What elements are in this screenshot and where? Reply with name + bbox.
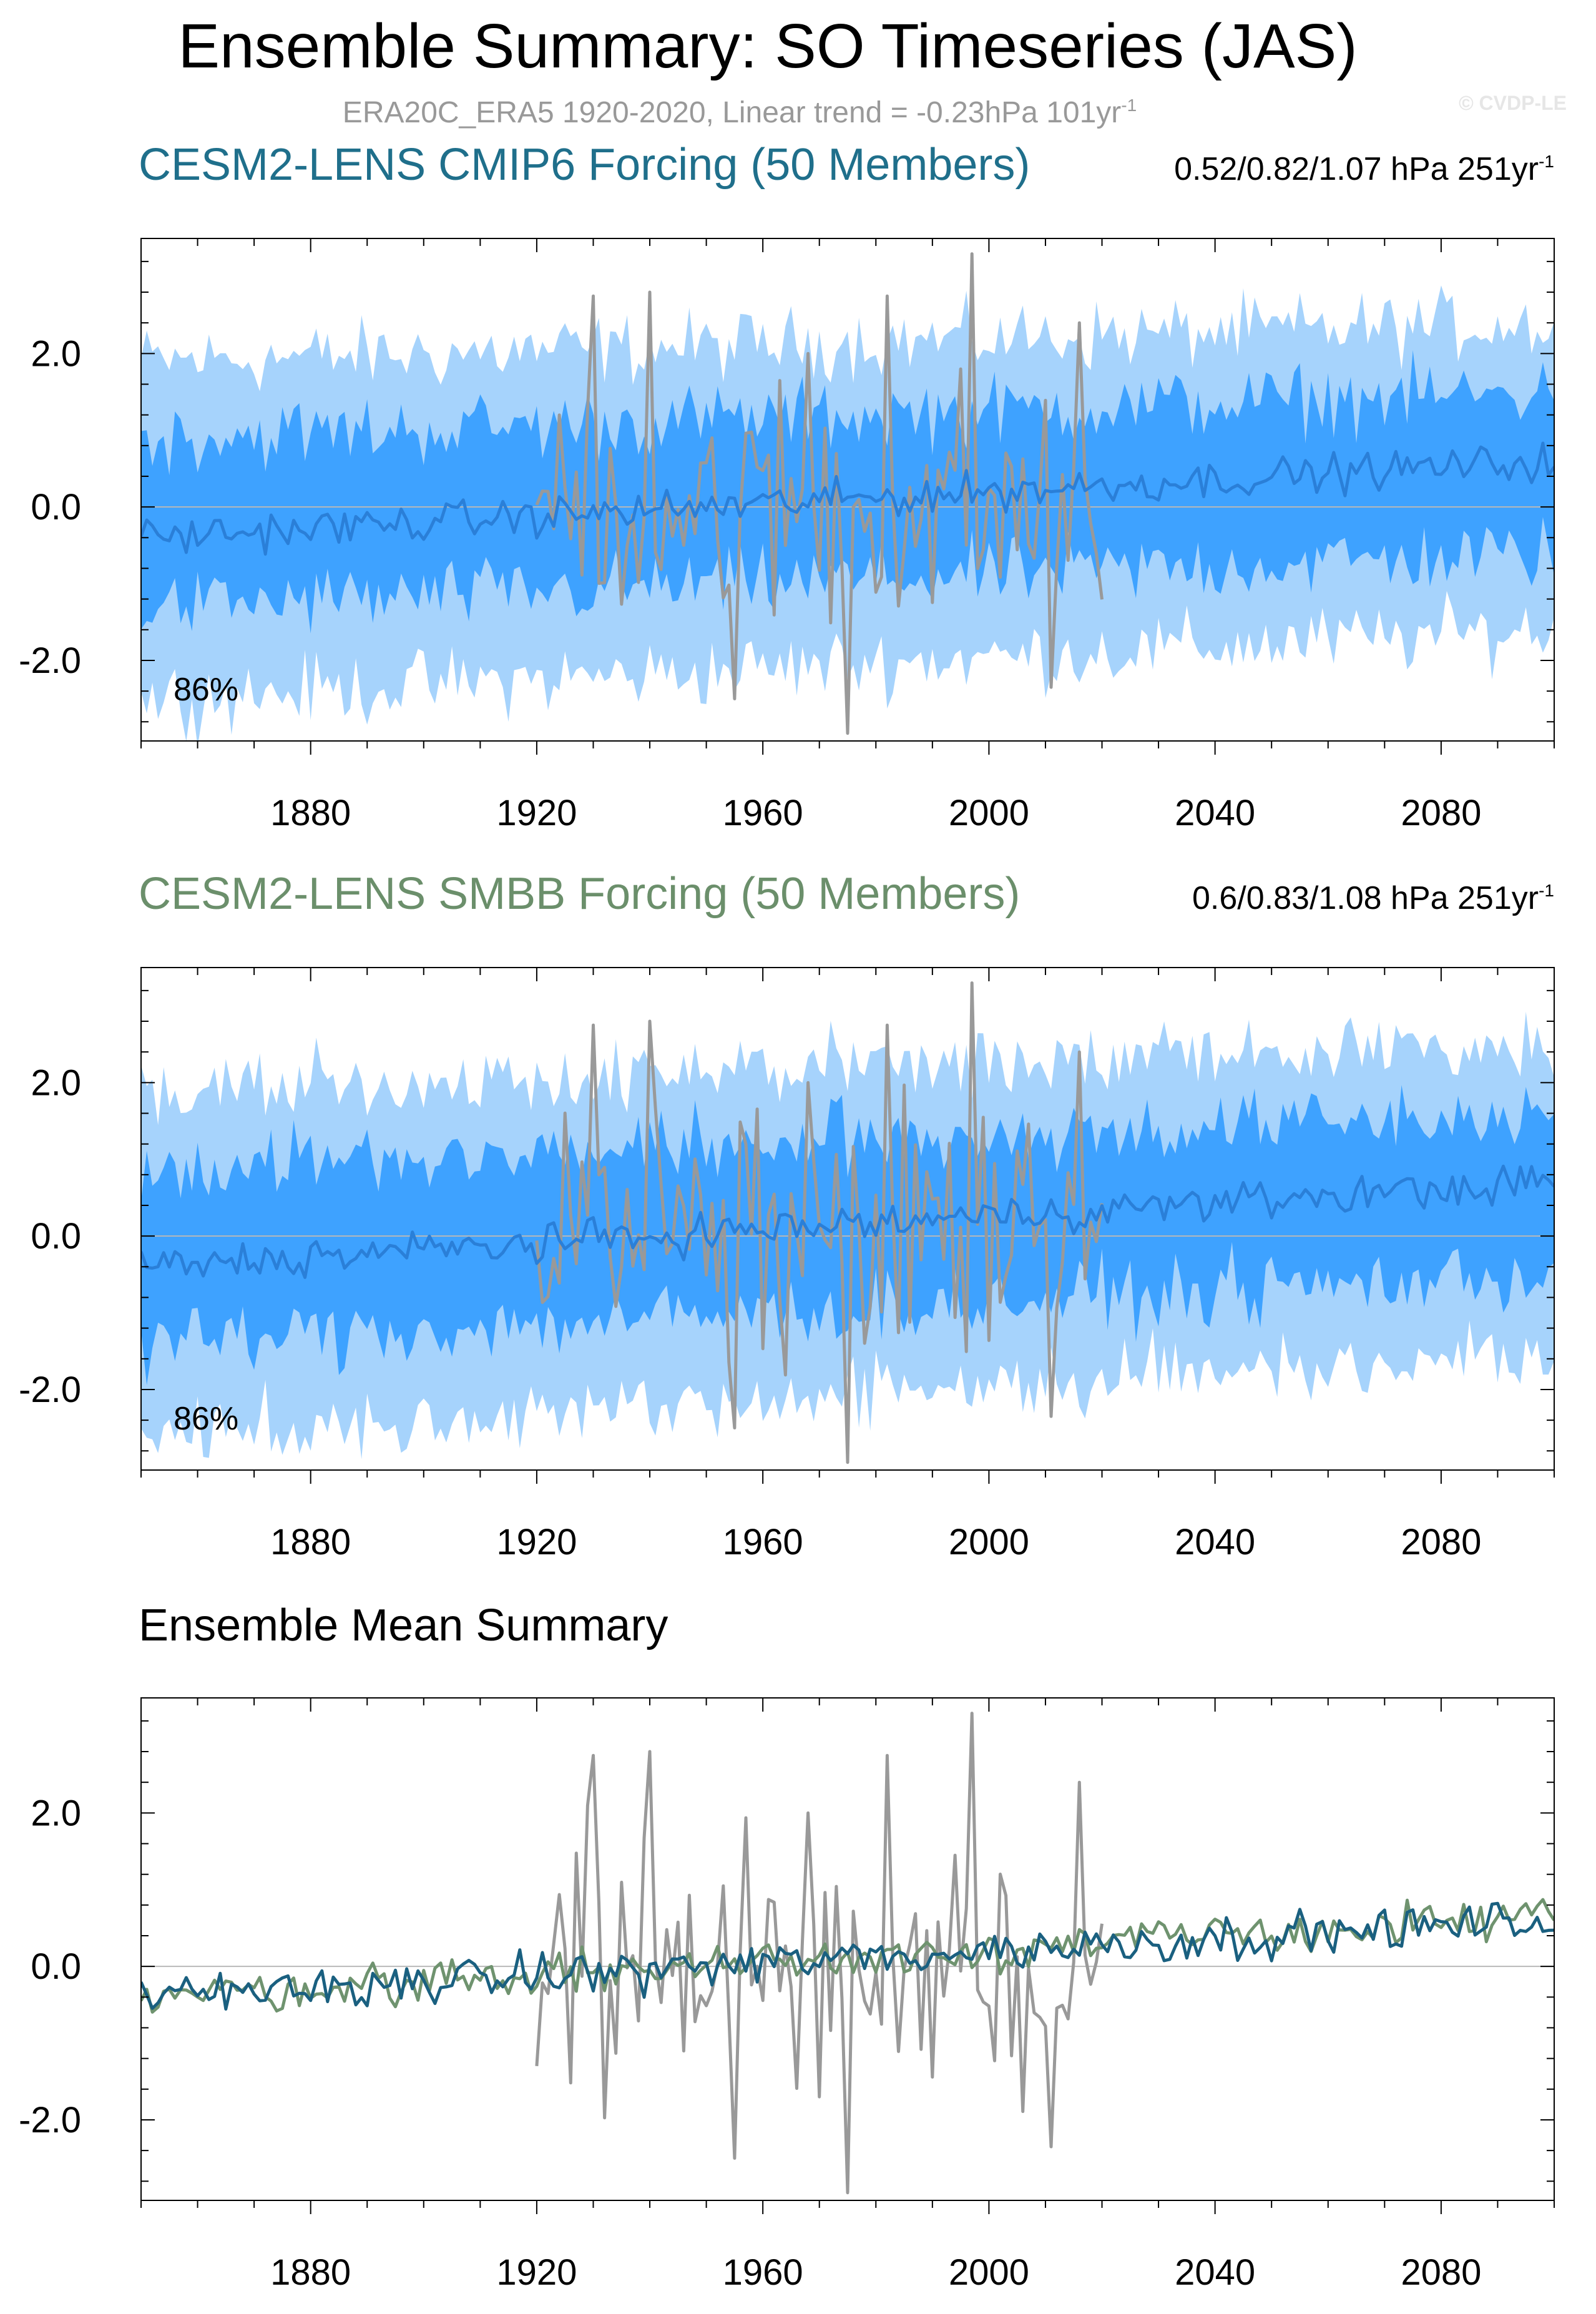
ensemble-mean-line (141, 441, 1554, 556)
x-tick-label: 2040 (1175, 2252, 1255, 2293)
panel-title: CESM2-LENS SMBB Forcing (50 Members) (139, 869, 1020, 919)
x-tick-label: 2000 (949, 1522, 1029, 1562)
x-tick-label: 1960 (723, 793, 803, 833)
subtitle-text: ERA20C_ERA5 1920-2020, Linear trend = -0… (343, 96, 1122, 129)
plot-area (141, 981, 1554, 1464)
x-tick-label: 2080 (1401, 793, 1481, 833)
y-tick-label: 0.0 (31, 1216, 81, 1257)
panel-stat-superscript: -1 (1539, 152, 1554, 171)
x-tick-label: 1920 (496, 1522, 577, 1562)
plot-frame (140, 238, 1555, 742)
x-tick-label: 2000 (949, 2252, 1029, 2293)
panel-title: Ensemble Mean Summary (139, 1601, 668, 1650)
cmip6-mean-line (141, 1901, 1554, 2011)
ensemble-spread-inner (141, 1085, 1554, 1385)
percent-label: 86% (174, 1401, 238, 1437)
panel-smbb: CESM2-LENS SMBB Forcing (50 Members) 0.6/… (19, 869, 1555, 1562)
x-tick-label: 2040 (1175, 793, 1255, 833)
x-tick-label: 1960 (723, 2252, 803, 2293)
y-tick-label: 2.0 (31, 1062, 81, 1103)
x-tick-label: 2080 (1401, 2252, 1481, 2293)
panel-title: CESM2-LENS CMIP6 Forcing (50 Members) (139, 140, 1030, 190)
ensemble-spread-inner (141, 350, 1554, 634)
x-tick-label: 1880 (270, 1522, 351, 1562)
x-tick-label: 1880 (270, 2252, 351, 2293)
plot-area (141, 1712, 1554, 2195)
x-tick-label: 2000 (949, 793, 1029, 833)
plot-frame (140, 1697, 1555, 2201)
main-title: Ensemble Summary: SO Timeseries (JAS) (178, 11, 1357, 81)
x-tick-label: 1920 (496, 2252, 577, 2293)
x-tick-label: 2080 (1401, 1522, 1481, 1562)
x-tick-label: 1960 (723, 1522, 803, 1562)
x-tick-label: 1880 (270, 793, 351, 833)
subtitle: ERA20C_ERA5 1920-2020, Linear trend = -0… (343, 96, 1137, 129)
y-tick-label: 0.0 (31, 1946, 81, 1987)
percent-label: 86% (174, 672, 238, 708)
panel-stat: 0.52/0.82/1.07 hPa 251yr-1 (1174, 151, 1554, 187)
panel-stat-text: 0.52/0.82/1.07 hPa 251yr (1174, 151, 1539, 187)
y-tick-label: -2.0 (19, 640, 81, 681)
panel-stat-superscript: -1 (1539, 881, 1554, 900)
ensemble-mean-line (141, 1164, 1554, 1279)
observations-line (535, 252, 1104, 735)
credit-watermark: © CVDP-LE (1459, 92, 1567, 114)
plot-area (141, 252, 1554, 741)
y-tick-label: 0.0 (31, 487, 81, 527)
y-tick-label: -2.0 (19, 2100, 81, 2140)
x-tick-label: 2040 (1175, 1522, 1255, 1562)
panel-stat-text: 0.6/0.83/1.08 hPa 251yr (1192, 880, 1539, 916)
x-tick-label: 1920 (496, 793, 577, 833)
panel-ensemble-mean: Ensemble Mean Summary 1880 1920 1960 2000 204… (19, 1601, 1555, 2293)
y-tick-label: -2.0 (19, 1370, 81, 1410)
panel-stat: 0.6/0.83/1.08 hPa 251yr-1 (1192, 880, 1554, 916)
subtitle-superscript: -1 (1121, 96, 1137, 115)
panel-cmip6: CESM2-LENS CMIP6 Forcing (50 Members) 0.5… (19, 140, 1555, 833)
y-tick-label: 2.0 (31, 1793, 81, 1833)
plot-frame (140, 967, 1555, 1471)
y-tick-label: 2.0 (31, 333, 81, 374)
